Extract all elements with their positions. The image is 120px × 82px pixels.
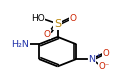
Text: S: S xyxy=(54,19,61,29)
Text: O: O xyxy=(43,30,50,39)
Text: O: O xyxy=(103,49,110,58)
Text: H₂N: H₂N xyxy=(11,40,29,49)
Text: +: + xyxy=(95,53,101,58)
Text: HO: HO xyxy=(31,14,45,23)
Text: O⁻: O⁻ xyxy=(99,62,110,71)
Text: N: N xyxy=(88,55,95,64)
Text: O: O xyxy=(70,14,77,23)
